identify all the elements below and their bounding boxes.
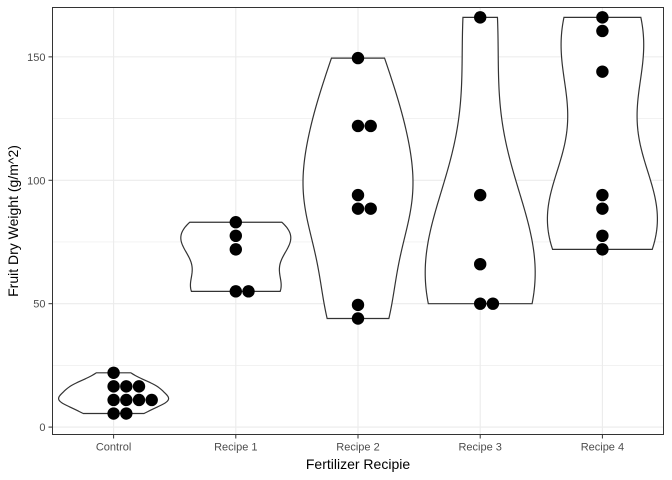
data-point [474, 188, 487, 202]
data-point [474, 297, 487, 310]
data-point [596, 65, 609, 78]
violin-recipe-2 [302, 57, 414, 320]
data-point [596, 11, 609, 24]
violin-recipe-3 [424, 16, 536, 305]
data-point [242, 285, 255, 298]
data-point [351, 188, 365, 202]
data-point [132, 393, 146, 407]
violin-recipe-4 [546, 16, 658, 250]
x-axis-title: Fertilizer Recipie [306, 456, 410, 472]
data-point [120, 380, 133, 393]
y-axis-title: Fruit Dry Weight (g/m^2) [5, 145, 21, 297]
data-point [120, 393, 133, 407]
data-point [351, 119, 365, 133]
data-point [229, 243, 242, 256]
data-point [351, 202, 365, 215]
data-point [120, 407, 133, 420]
y-tick-label: 0 [39, 422, 45, 434]
data-point [596, 243, 609, 256]
data-point [474, 11, 487, 24]
data-point [596, 202, 609, 215]
data-point [596, 24, 609, 38]
data-point [351, 312, 365, 325]
data-point [107, 393, 120, 407]
data-point [132, 380, 146, 393]
y-tick-label: 100 [27, 175, 45, 187]
data-point [486, 297, 500, 310]
y-tick-label: 150 [27, 52, 45, 64]
x-tick-label: Control [96, 442, 131, 454]
x-tick-label: Recipe 3 [458, 442, 501, 454]
violins [58, 16, 658, 415]
data-point [474, 257, 487, 271]
data-point [107, 366, 120, 379]
data-point [596, 188, 609, 202]
data-point [364, 119, 377, 133]
data-point [596, 229, 609, 243]
data-point [229, 285, 242, 298]
x-tick-label: Recipe 2 [336, 442, 379, 454]
data-point [351, 51, 365, 65]
data-point [364, 202, 377, 215]
data-point [145, 393, 158, 407]
data-point [229, 229, 242, 243]
data-points [107, 11, 609, 420]
data-point [107, 407, 120, 420]
data-point [229, 216, 242, 229]
data-point [107, 380, 120, 393]
x-tick-label: Recipe 4 [581, 442, 624, 454]
axis-ticks: 0 50 100 150 Control Recipe 1 Recipe 2 Recipe 3… [27, 52, 624, 454]
y-tick-label: 50 [33, 299, 45, 311]
data-point [351, 298, 365, 312]
violin-recipe-1 [180, 221, 292, 292]
x-tick-label: Recipe 1 [214, 442, 257, 454]
